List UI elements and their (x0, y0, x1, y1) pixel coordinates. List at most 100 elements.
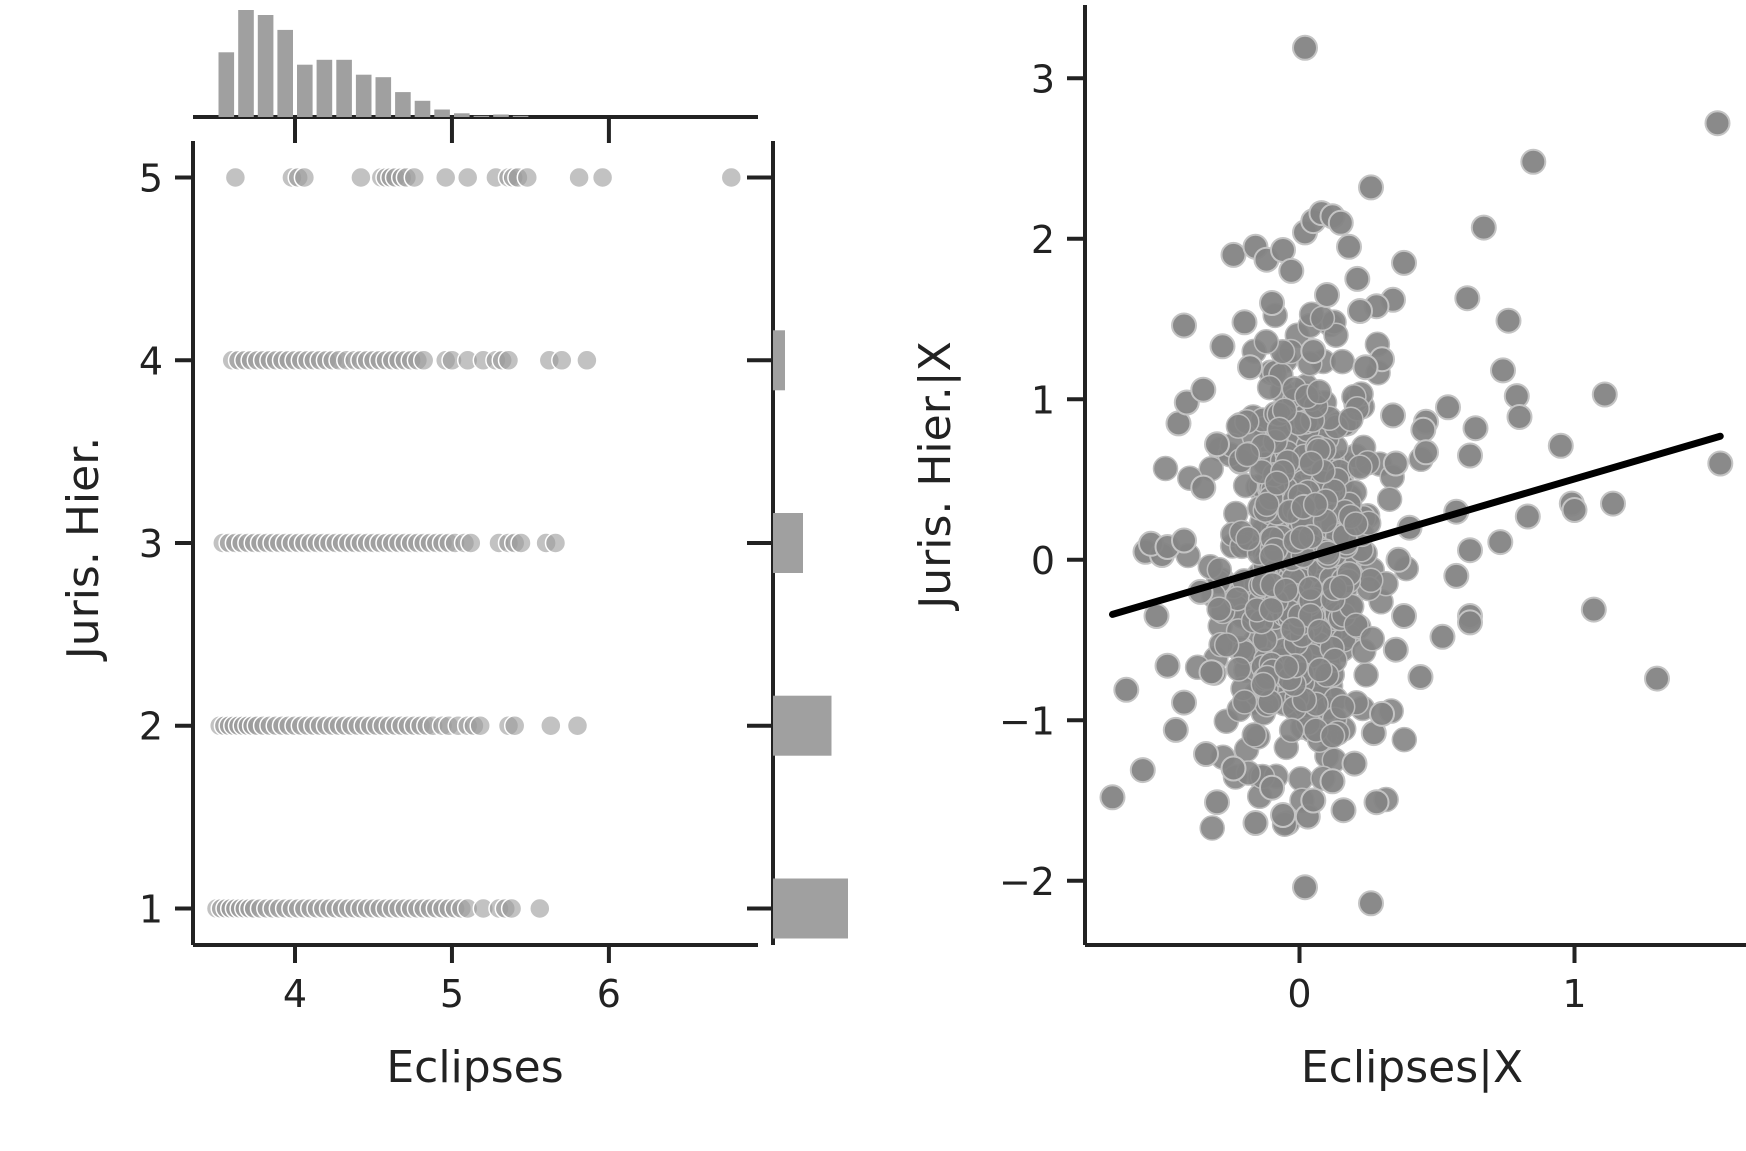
residual-point-90 (1300, 787, 1327, 814)
marginal-x-bar-15 (512, 115, 529, 117)
residual-point-73 (1341, 750, 1368, 777)
residual-point-3 (1358, 174, 1384, 201)
right-axes: 0 1 −2 −1 0 1 2 3 (999, 5, 1746, 1016)
residual-point-91 (1319, 768, 1346, 795)
residual-point-0 (1292, 34, 1318, 61)
marginal-x-bar-10 (414, 100, 431, 117)
marginal-x-bar-8 (375, 77, 392, 117)
residual-point-29 (1457, 537, 1483, 564)
residual-point-cloud-523 (1254, 491, 1280, 518)
residual-point-cloud-310 (1358, 567, 1384, 594)
right-y-tick-label-3: 1 (1031, 378, 1055, 422)
residual-point-cloud-394 (1347, 454, 1373, 480)
residual-point-59 (1278, 257, 1305, 284)
residual-point-19 (1457, 442, 1483, 469)
residual-point-21 (1547, 432, 1574, 459)
residual-point-cloud-558 (1278, 717, 1305, 744)
left-y-tick-label-4: 5 (139, 157, 163, 201)
residual-point-cloud-597 (1234, 441, 1261, 468)
residual-point-cloud-586 (1306, 379, 1332, 405)
marginal-x-bar-3 (277, 29, 293, 117)
scatter-point-row4-39 (551, 349, 573, 372)
scatter-point-row5-18 (516, 166, 539, 189)
residual-point-14 (1506, 404, 1533, 430)
residual-point-65 (1336, 233, 1362, 260)
residual-point-cloud-283 (1287, 766, 1314, 792)
residual-point-43 (1171, 689, 1197, 716)
residual-point-79 (1385, 546, 1412, 573)
residual-point-cloud-444 (1199, 815, 1225, 841)
residual-point-cloud-573 (1306, 618, 1333, 645)
marginal-x-bar-5 (316, 59, 333, 117)
marginal-y-bar-2 (773, 513, 803, 573)
scatter-point-row5-4 (350, 166, 372, 189)
residual-point-cloud-590 (1298, 450, 1324, 476)
residual-point-cloud-554 (1241, 722, 1268, 748)
residual-point-cloud-468 (1329, 348, 1356, 375)
marginal-x-bar-7 (355, 74, 372, 117)
residual-point-76 (1193, 741, 1219, 767)
residual-point-36 (1407, 664, 1434, 690)
residual-point-18 (1462, 415, 1489, 442)
right-y-tick-label-1: −1 (999, 699, 1055, 743)
residual-point-44 (1154, 652, 1181, 679)
residual-point-cloud-578 (1273, 654, 1300, 680)
scatter-point-row3-45 (544, 532, 567, 554)
scatter-point-row5-20 (591, 166, 614, 189)
left-scatter-panel: 4 5 6 1 2 3 4 5 Eclipses Juris. Hier. (58, 10, 848, 1093)
scatter-point-row5-0 (224, 166, 247, 189)
residual-point-93 (1259, 290, 1285, 316)
residual-point-cloud-589 (1302, 491, 1329, 518)
residual-point-55 (1220, 241, 1247, 268)
scatter-point-row1-47 (529, 897, 551, 920)
residual-point-cloud-196 (1391, 726, 1418, 753)
residual-point-70 (1330, 797, 1357, 824)
residual-point-39 (1113, 676, 1140, 703)
residual-point-68 (1270, 802, 1296, 828)
right-y-tick-label-0: −2 (999, 860, 1055, 904)
scatter-point-row3-43 (510, 532, 532, 554)
left-x-tick-label-1: 5 (440, 972, 464, 1016)
scatter-point-row1-46 (500, 897, 523, 920)
residual-point-cloud-175 (1152, 455, 1179, 482)
residual-point-83 (1190, 376, 1217, 403)
residual-point-22 (1707, 450, 1734, 477)
marginal-x-bar-0 (218, 52, 235, 117)
residual-point-cloud-599 (1264, 470, 1290, 496)
scatter-point-row3-39 (460, 532, 482, 554)
regression-line (1109, 432, 1724, 618)
residual-point-34 (1580, 596, 1607, 623)
residual-point-35 (1644, 665, 1670, 692)
left-y-tick-label-3: 4 (139, 339, 163, 383)
residual-point-27 (1600, 490, 1626, 517)
residual-point-cloud-598 (1206, 596, 1232, 622)
left-y-tick-label-1: 2 (139, 705, 163, 749)
marginal-y-bar-3 (773, 330, 785, 391)
scatter-point-row4-30 (412, 349, 435, 372)
right-x-tick-label-0: 0 (1287, 972, 1311, 1016)
residual-point-32 (1457, 609, 1483, 636)
residual-point-95 (1347, 298, 1373, 324)
residual-point-11 (1490, 357, 1516, 384)
residual-point-cloud-594 (1266, 416, 1293, 443)
residual-point-26 (1561, 497, 1588, 523)
marginal-y-bar-1 (773, 695, 832, 756)
right-scatter-points (1099, 34, 1734, 917)
residual-point-28 (1487, 529, 1514, 556)
regression-line-group (1109, 432, 1724, 618)
residual-point-97 (1300, 338, 1327, 365)
residual-point-71 (1363, 789, 1390, 816)
residual-point-64 (1327, 209, 1354, 236)
marginal-x-bar-13 (473, 115, 490, 117)
residual-point-cloud-525 (1319, 723, 1346, 749)
residual-point-50 (1171, 527, 1197, 554)
right-y-axis-label: Juris. Hier.|X (910, 341, 961, 611)
residual-point-2 (1520, 148, 1547, 175)
marginal-y-bar-0 (773, 878, 848, 939)
residual-point-94 (1314, 282, 1340, 308)
residual-point-6 (1391, 249, 1417, 276)
residual-point-30 (1443, 562, 1470, 589)
residual-point-17 (1410, 416, 1437, 443)
residual-point-cloud-576 (1307, 657, 1333, 683)
residual-point-78 (1391, 603, 1417, 629)
